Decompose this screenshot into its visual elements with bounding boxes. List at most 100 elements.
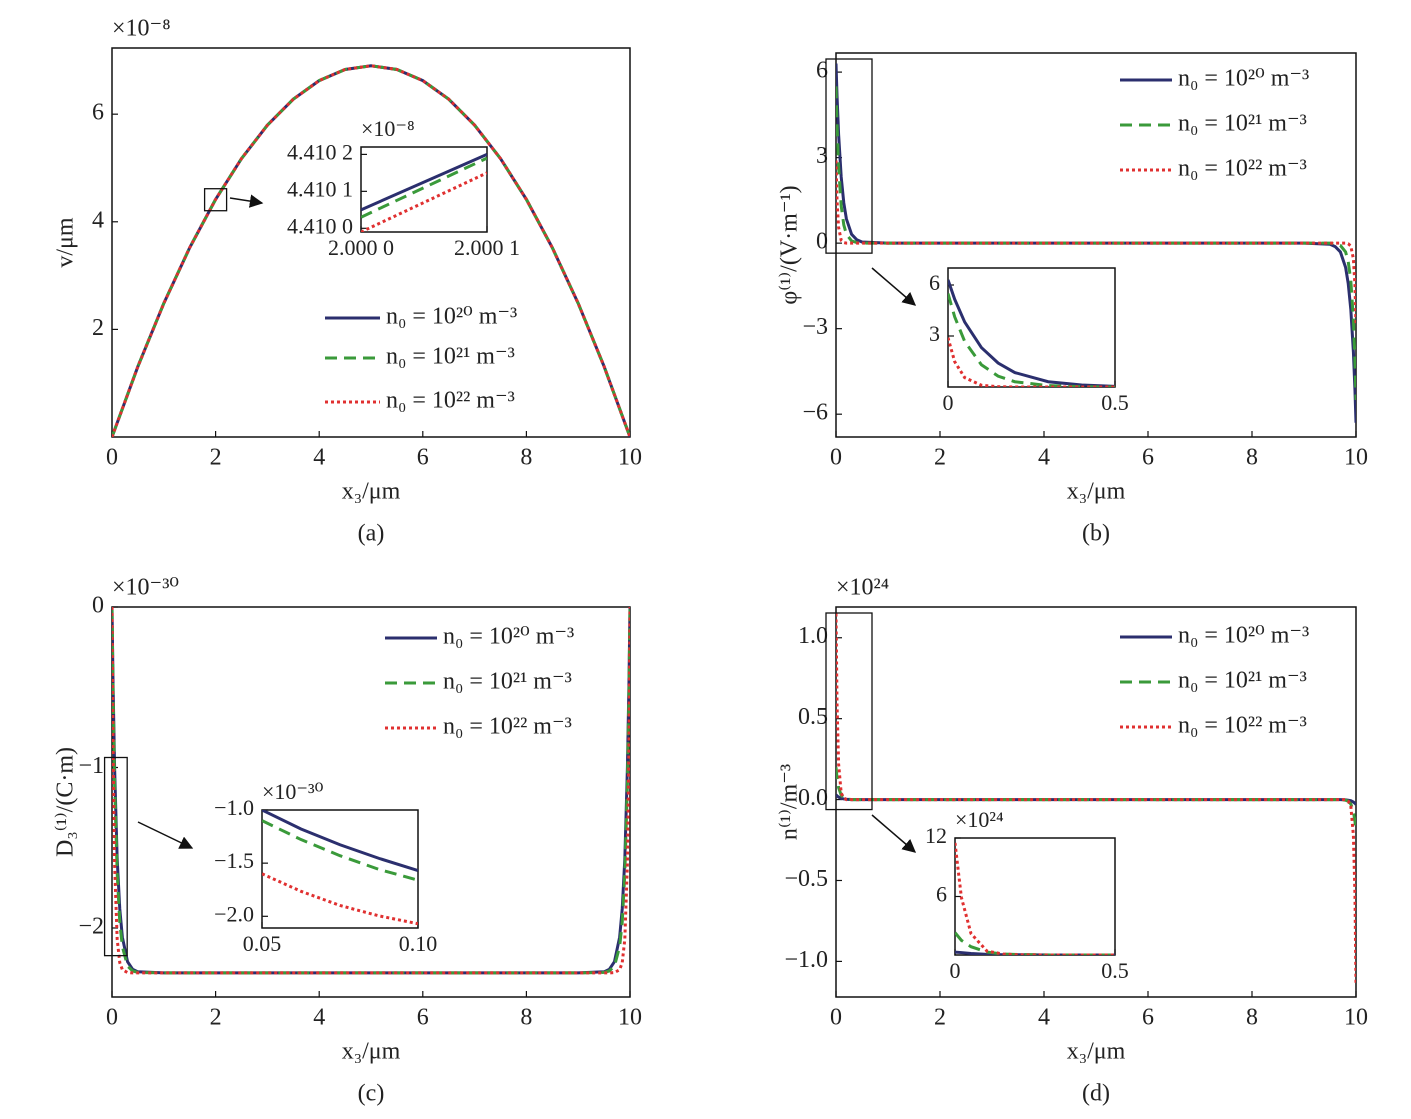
x-tick-label: 6 [417,1005,429,1031]
x-tick-label: 0 [830,445,842,471]
inset-line [948,279,1115,387]
x-tick-label: 10 [1344,445,1368,471]
series-line [112,64,630,437]
inset-line [948,337,1115,387]
plot-area [361,153,487,232]
multiplier: ×10²⁴ [836,575,889,601]
y-tick-label: 0 [816,229,828,255]
legend-label: n₀ = 10²¹ m⁻³ [443,669,572,695]
inset-frame [261,809,419,929]
x-tick-label: 4 [1038,445,1050,471]
plot-frame [111,47,631,438]
plot-frame [111,606,631,998]
x-tick-label: 0.05 [243,931,282,956]
legend-label: n₀ = 10²⁰ m⁻³ [1178,66,1309,92]
inset-line [361,171,487,232]
x-axis-label: x₃/μm [342,479,401,505]
y-axis-label: D₃⁽¹⁾/(C·m) [53,747,79,857]
x-tick-label: 6 [1142,1005,1154,1031]
inset-line [361,156,487,219]
x-tick-label: 2 [934,1005,946,1031]
y-tick-label: −2 [78,913,104,939]
x-tick-label: 8 [1246,1005,1258,1031]
y-tick-label: 6 [936,882,947,907]
legend-label: n₀ = 10²⁰ m⁻³ [443,624,574,650]
x-tick-label: 8 [1246,445,1258,471]
plot-area [955,842,1115,955]
series-line [836,613,1356,986]
y-tick-label: −1.0 [784,947,828,973]
plot-area [262,810,418,926]
y-tick-label: 4.410 2 [287,139,353,164]
x-axis-label: x₃/μm [1067,1039,1126,1065]
zoom-box [103,756,128,957]
series-line [112,64,630,437]
inset-multiplier: ×10⁻⁸ [361,116,415,141]
x-tick-label: 0 [830,1005,842,1031]
y-tick-label: 3 [816,143,828,169]
y-tick-label: 6 [816,58,828,84]
x-tick-label: 6 [1142,445,1154,471]
x-axis-label: x₃/μm [342,1039,401,1065]
y-tick-label: 4.410 1 [287,176,353,201]
x-tick-label: 0 [106,1005,118,1031]
y-axis-label: n⁽¹⁾/m⁻³ [777,764,803,840]
y-tick-label: −3 [802,314,828,340]
plot-area [112,64,630,437]
y-tick-label: 4.410 0 [287,213,353,238]
inset-line [262,810,418,873]
inset-line [262,872,418,926]
y-tick-label: 6 [92,100,104,126]
x-tick-label: 0.10 [399,931,438,956]
x-tick-label: 4 [1038,1005,1050,1031]
zoom-arrow [137,821,194,849]
caption: (a) [358,521,385,547]
legend-label: n₀ = 10²² m⁻³ [386,388,515,414]
y-tick-label: 0.5 [798,704,828,730]
y-tick-label: 4 [92,207,104,233]
x-tick-label: 0.5 [1101,390,1129,415]
caption: (b) [1082,521,1110,547]
zoom-arrow [871,267,917,306]
x-tick-label: 0 [106,445,118,471]
legend-label: n₀ = 10²¹ m⁻³ [386,344,515,370]
legend-label: n₀ = 10²⁰ m⁻³ [386,304,517,330]
x-tick-label: 2 [210,445,222,471]
inset-line [361,153,487,212]
zoom-arrow [229,194,264,208]
plot-area [836,613,1356,986]
x-tick-label: 4 [313,1005,325,1031]
legend-label: n₀ = 10²⁰ m⁻³ [1178,623,1309,649]
zoom-box [825,612,873,811]
inset-line [262,819,418,882]
plot-area [836,63,1356,423]
y-tick-label: −1.5 [214,848,254,873]
inset-multiplier: ×10⁻³⁰ [262,779,324,804]
x-tick-label: 6 [417,445,429,471]
series-line [112,607,630,975]
plot-area [948,279,1115,387]
y-axis-label: φ⁽¹⁾/(V·m⁻¹) [777,185,803,304]
inset-frame [954,837,1116,956]
x-tick-label: 0 [943,390,954,415]
y-tick-label: −6 [802,400,828,426]
y-tick-label: 2 [92,315,104,341]
inset-multiplier: ×10²⁴ [955,807,1004,832]
x-tick-label: 10 [618,1005,642,1031]
x-tick-label: 8 [520,1005,532,1031]
x-tick-label: 0.5 [1101,958,1129,983]
y-tick-label: −1.0 [214,795,254,820]
y-tick-label: −2.0 [214,901,254,926]
x-tick-label: 4 [313,445,325,471]
y-tick-label: 1.0 [798,623,828,649]
series-line [836,160,1356,326]
y-tick-label: 6 [929,270,940,295]
x-tick-label: 10 [618,445,642,471]
caption: (c) [358,1081,385,1107]
series-line [836,767,1356,833]
x-tick-label: 8 [520,445,532,471]
x-tick-label: 0 [950,958,961,983]
y-tick-label: 0 [92,593,104,619]
y-tick-label: 3 [929,321,940,346]
legend-label: n₀ = 10²² m⁻³ [1178,713,1307,739]
